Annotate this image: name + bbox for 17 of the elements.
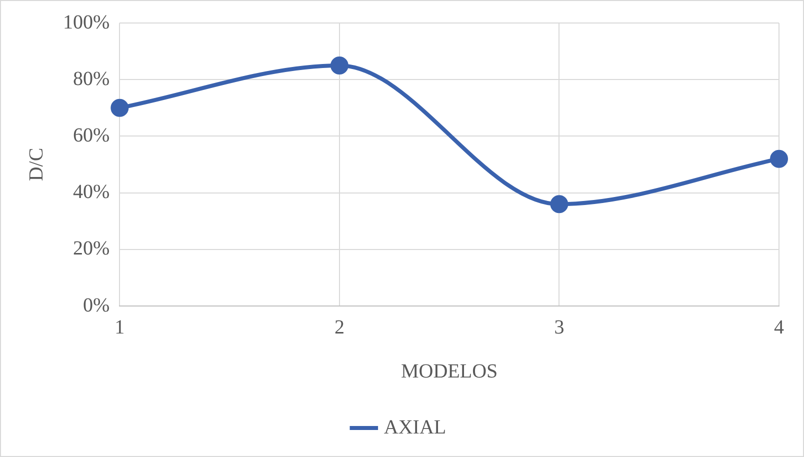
- point: [550, 195, 568, 214]
- x-tick-label: 3: [554, 316, 564, 338]
- y-tick-label: 40%: [72, 181, 110, 204]
- point: [330, 56, 348, 74]
- point: [770, 150, 788, 168]
- x-tick-label: 2: [334, 316, 344, 338]
- legend-label: AXIAL: [384, 416, 446, 438]
- y-tick-label: 0%: [82, 294, 110, 316]
- x-tick-label: 4: [774, 316, 784, 338]
- x-axis-title: MODELOS: [400, 360, 498, 382]
- y-axis-title: D/C: [25, 148, 48, 182]
- x-tick-label: 1: [114, 316, 125, 338]
- y-tick-label: 100%: [62, 11, 110, 34]
- y-tick-label: 60%: [72, 124, 110, 146]
- y-tick-label: 20%: [72, 238, 110, 260]
- point: [110, 98, 129, 117]
- y-tick-label: 80%: [72, 68, 110, 90]
